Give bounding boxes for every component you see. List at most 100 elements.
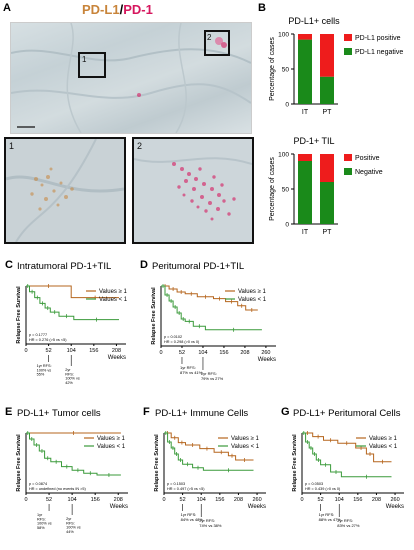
legend-label: Positive bbox=[355, 155, 380, 162]
x-tick-label: 260 bbox=[390, 497, 399, 503]
x-tick-label: 208 bbox=[372, 497, 381, 503]
legend-label: Values ≥ 1 bbox=[97, 436, 126, 442]
zoom-micrograph-1: 1 bbox=[4, 137, 126, 244]
y-axis-label: Relapse Free Survival bbox=[292, 434, 298, 492]
stats-text: p = 0.0874 bbox=[29, 482, 47, 486]
bar-segment bbox=[320, 34, 334, 77]
x-tick-label: PT bbox=[323, 109, 333, 116]
legend-label: Values < 1 bbox=[97, 444, 126, 450]
y-tick-label: 0 bbox=[285, 102, 289, 109]
annotation-text: RFS: bbox=[65, 372, 74, 376]
annotation-text: 2yr RFS: bbox=[199, 518, 215, 523]
annotation-text: RFS: bbox=[66, 521, 75, 525]
x-tick-label: 156 bbox=[219, 350, 228, 356]
tissue-texture bbox=[11, 23, 251, 133]
legend-label: Values < 1 bbox=[231, 444, 260, 450]
x-tick-label: 52 bbox=[318, 497, 324, 503]
annotation-text: 2yr bbox=[65, 368, 71, 372]
km-title: Intratumoral PD-1+TIL bbox=[17, 261, 111, 272]
panel-b-letter: B bbox=[258, 2, 266, 14]
x-axis-label: Weeks bbox=[258, 357, 276, 363]
km-panel-letter: E bbox=[5, 406, 12, 418]
legend-label: Values ≥ 1 bbox=[99, 289, 128, 295]
annotation-text: 1yr RFS: bbox=[181, 512, 197, 517]
zoom-1-stain bbox=[6, 139, 124, 242]
bar-chart-title: PD-L1+ cells bbox=[288, 16, 340, 26]
y-axis-label: Percentage of cases bbox=[269, 157, 276, 221]
legend-swatch bbox=[344, 154, 352, 161]
x-tick-label: 208 bbox=[240, 350, 249, 356]
x-tick-label: 156 bbox=[353, 497, 362, 503]
km-title: Peritumoral PD-1+TIL bbox=[152, 261, 244, 272]
x-tick-label: 156 bbox=[89, 348, 98, 354]
x-tick-label: 0 bbox=[159, 350, 162, 356]
annotation-text: 88% vs 47% bbox=[319, 517, 342, 522]
legend-label: Values < 1 bbox=[99, 297, 128, 303]
x-tick-label: 104 bbox=[67, 348, 76, 354]
km-title: PD-L1+ Peritumoral Cells bbox=[293, 408, 401, 419]
stats-text: HR = 0.439 (>0 vs 0) bbox=[305, 487, 341, 491]
bar-segment bbox=[320, 182, 334, 224]
legend-label: Negative bbox=[355, 169, 383, 176]
y-axis-label: Relapse Free Survival bbox=[151, 287, 157, 345]
x-axis-label: Weeks bbox=[108, 355, 126, 361]
x-tick-label: 52 bbox=[46, 348, 52, 354]
km-panel-letter: D bbox=[140, 259, 148, 271]
bar-segment bbox=[320, 154, 334, 182]
y-axis-label: Relapse Free Survival bbox=[154, 434, 160, 492]
x-tick-label: 260 bbox=[252, 497, 261, 503]
legend-label: PD-L1 negative bbox=[355, 49, 403, 56]
x-tick-label: 208 bbox=[114, 497, 123, 503]
x-tick-label: 0 bbox=[300, 497, 303, 503]
annotation-text: 2yr bbox=[66, 517, 72, 521]
survival-curve bbox=[26, 432, 121, 476]
zoom-2-stain bbox=[134, 157, 252, 221]
x-tick-label: 52 bbox=[46, 497, 52, 503]
legend-label: Values ≥ 1 bbox=[238, 289, 267, 295]
km-chart-g: G PD-L1+ Peritumoral Cells 0 52 104 156 208 260… bbox=[281, 406, 404, 528]
annotation-text: 55% bbox=[37, 373, 45, 377]
annotation-text: 84% vs 48% bbox=[181, 517, 204, 522]
y-tick-label: 50 bbox=[282, 187, 290, 194]
zoom-micrograph-2: 2 bbox=[132, 137, 254, 244]
km-title: PD-L1+ Tumor cells bbox=[17, 408, 101, 419]
x-tick-label: 52 bbox=[179, 350, 185, 356]
annotation-text: 74% vs 38% bbox=[199, 523, 222, 528]
y-axis-label: Relapse Free Survival bbox=[16, 286, 22, 344]
legend-swatch bbox=[344, 168, 352, 175]
bar-segment bbox=[298, 34, 312, 40]
annotation-text: 100% vs bbox=[37, 522, 52, 526]
zoom-label-2: 2 bbox=[137, 141, 143, 151]
km-panel-letter: G bbox=[281, 406, 290, 418]
y-axis-label: Relapse Free Survival bbox=[16, 434, 22, 492]
bar-segment bbox=[298, 161, 312, 224]
stats-text: HR = 0.497 (>5 vs <5) bbox=[167, 487, 205, 491]
x-tick-label: 104 bbox=[198, 350, 207, 356]
km-chart-f: F PD-L1+ Immune Cells 0 52 104 156 208 260Weeks… bbox=[143, 406, 266, 528]
x-tick-label: IT bbox=[302, 109, 309, 116]
x-tick-label: 0 bbox=[24, 497, 27, 503]
x-tick-label: 0 bbox=[24, 348, 27, 354]
x-axis-label: Weeks bbox=[386, 504, 404, 510]
bar-chart-title: PD-1+ TIL bbox=[293, 136, 334, 146]
x-tick-label: 156 bbox=[215, 497, 224, 503]
annotation-text: 100% vs bbox=[66, 526, 81, 530]
y-tick-label: 0 bbox=[285, 222, 289, 229]
legend-label: Values < 1 bbox=[369, 444, 398, 450]
y-tick-label: 100 bbox=[278, 32, 289, 39]
legend-label: PD-L1 positive bbox=[355, 35, 401, 42]
km-panel-letter: F bbox=[143, 406, 150, 418]
stats-text: p = 0.0503 bbox=[305, 482, 323, 486]
zoom-label-1: 1 bbox=[9, 141, 15, 151]
inset-label-2: 2 bbox=[207, 33, 212, 42]
x-tick-label: 104 bbox=[197, 497, 206, 503]
x-tick-label: 260 bbox=[261, 350, 270, 356]
x-tick-label: 208 bbox=[234, 497, 243, 503]
x-tick-label: 104 bbox=[335, 497, 344, 503]
panel-a-title: PD-L1/PD-1 bbox=[82, 2, 153, 17]
legend-swatch bbox=[344, 34, 352, 41]
x-tick-label: 156 bbox=[91, 497, 100, 503]
legend-label: Values ≥ 1 bbox=[231, 436, 260, 442]
